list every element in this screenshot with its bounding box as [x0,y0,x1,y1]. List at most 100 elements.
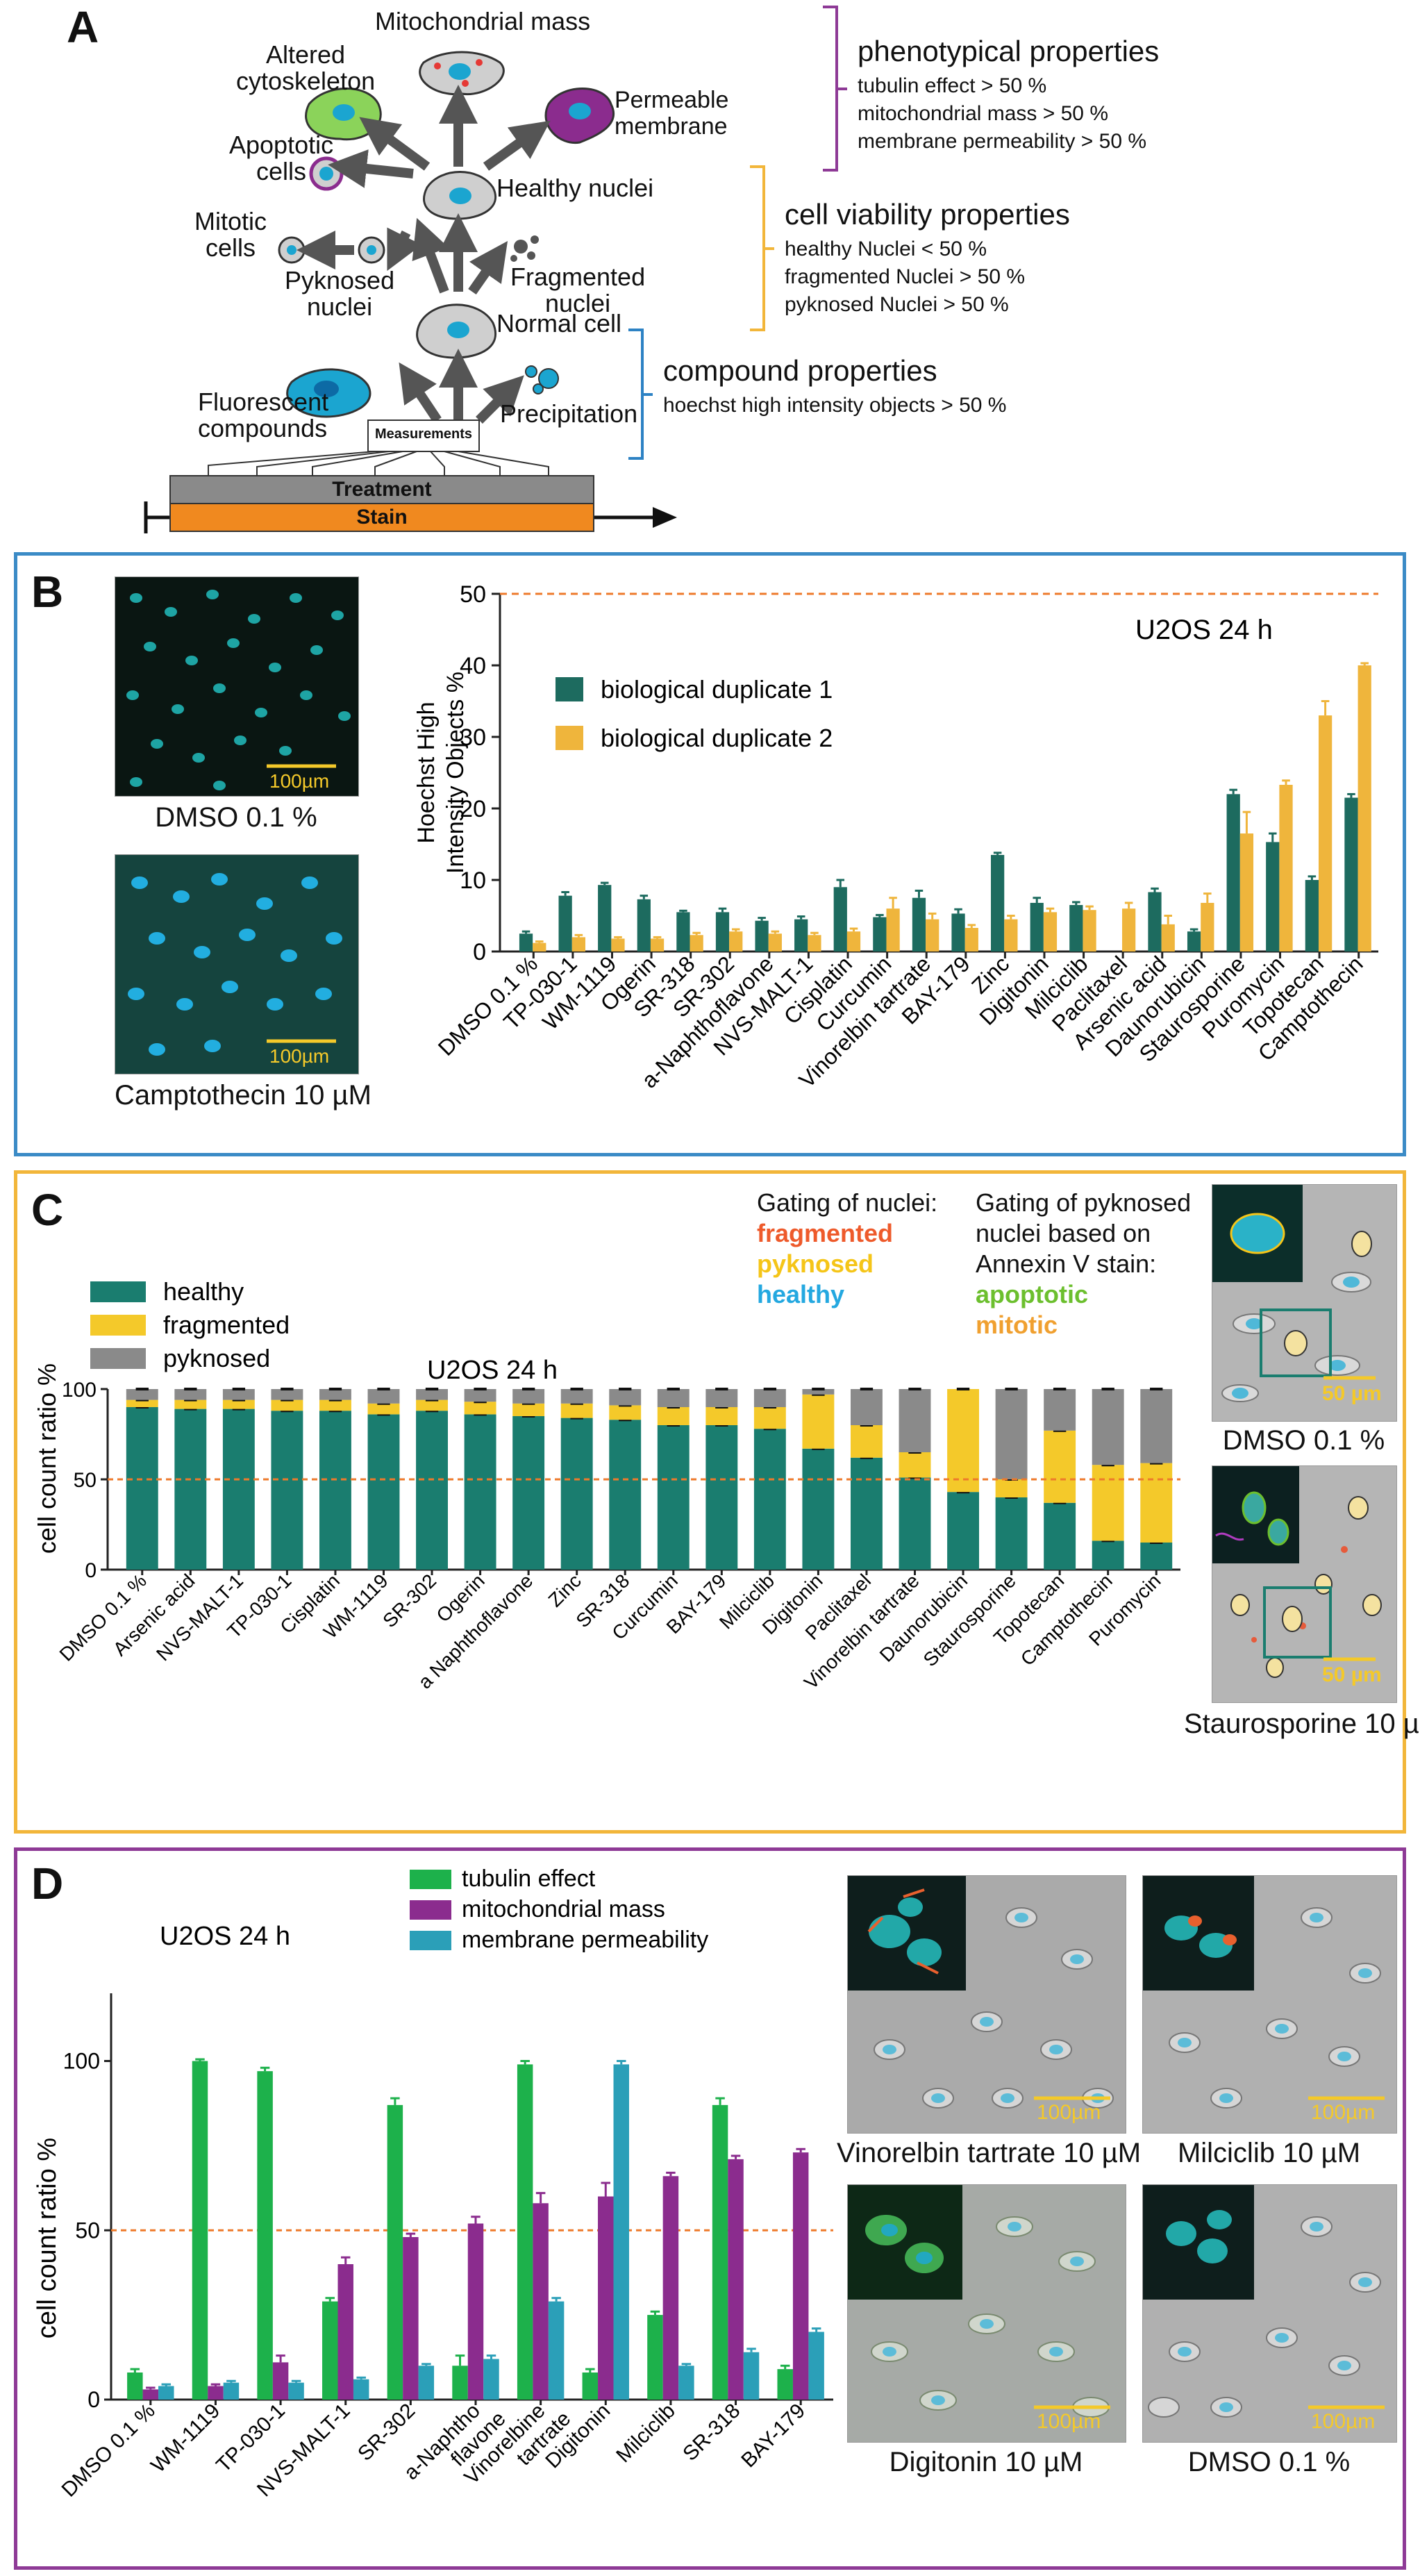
x-tick-label: Zinc [544,1570,585,1611]
cell-healthy-nuclei [423,171,497,220]
bar-segment [367,1389,400,1404]
group-title: phenotypical properties [858,35,1160,67]
legend-label: membrane permeability [462,1927,708,1953]
x-tick-label-line: Milciclib [612,2400,680,2468]
bar-segment [271,1399,303,1411]
bar [647,2315,663,2400]
bar [991,854,1005,952]
bar-segment [1092,1465,1124,1541]
bar-segment [705,1407,738,1425]
bar-segment [174,1409,207,1570]
bar [452,2366,468,2400]
bar-segment [609,1389,642,1406]
panel-letter-d: D [31,1859,64,1909]
cell-permeable-membrane [544,88,615,144]
micro-cells [1212,1466,1382,1678]
bar-segment [705,1425,738,1570]
bar-segment [753,1389,786,1407]
bar [755,920,769,952]
legend-label: pyknosed [163,1344,270,1372]
bar [1279,785,1293,952]
y-tick-label: 20 [460,796,486,822]
scale-bar-label: 100µm [1311,2410,1376,2433]
legend-swatch [90,1348,146,1369]
legend-label: healthy [163,1277,244,1306]
micro-cells [848,2185,1110,2418]
bar-segment [899,1389,931,1452]
legend-label: biological duplicate 1 [601,675,833,704]
cell-normal [416,304,497,359]
bar-segment [126,1407,158,1570]
micro-milciclib-d: 100µm [1142,1875,1397,2134]
scale-bar-label: 100µm [269,770,330,792]
panel-d [14,1847,1406,2570]
micro-staurosporine-c: 50 µm [1212,1465,1397,1703]
legend-label: biological duplicate 2 [601,724,833,752]
legend-swatch [410,1870,451,1889]
label-healthy-nuclei: Healthy nuclei [496,174,654,202]
bar-segment [560,1418,593,1570]
legend-swatch [556,677,583,701]
group-phenotypical: phenotypical properties tubulin effect >… [858,35,1160,153]
bar [792,2152,809,2400]
label-normal-cell: Normal cell [496,309,622,338]
y-axis-label-line: Intensity Objects % [442,672,469,874]
bar-segment [174,1399,207,1409]
bracket-compound [628,329,653,460]
bar-segment [705,1389,738,1407]
bar [1201,902,1214,952]
bar [142,2389,159,2400]
bar [223,2382,240,2400]
bar [1004,919,1018,952]
bar-segment [802,1389,835,1395]
legend-label: fragmented [163,1311,290,1339]
bar [403,2237,419,2400]
caption-camptothecin-b: Camptothecin 10 µM [115,1080,371,1111]
bar [1030,902,1044,952]
label-permeable: Permeable membrane [615,87,729,140]
bar-segment [222,1389,255,1400]
bar-segment [609,1405,642,1420]
bar-segment [222,1399,255,1409]
legend-label: mitochondrial mass [462,1896,665,1922]
bar [322,2301,338,2400]
bar [1344,797,1358,952]
bar-segment [753,1407,786,1429]
y-tick-label: 100 [62,1379,97,1402]
bar-segment [416,1399,448,1411]
bar [353,2379,369,2400]
caption-dmso-b: DMSO 0.1 % [155,802,317,833]
label-stain: Stain [356,506,408,529]
panel-letter-c: C [31,1185,64,1235]
label-precipitation: Precipitation [500,399,638,428]
bar-segment [512,1403,545,1416]
label-fluorescent: Fluorescent compounds [198,388,329,442]
bar [598,885,612,952]
y-tick-label: 40 [460,653,486,679]
scale-bar-label: 50 µm [1322,1382,1382,1405]
bar-segment [126,1389,158,1400]
chart-b: 0 10 20 30 40 50 Hoechst High Intensity Objects… [413,581,1378,1093]
bracket-phenotypical [823,6,847,172]
bar [1305,880,1319,952]
bar [533,2203,549,2400]
x-tick-label: SR-302 [353,2400,419,2466]
micro-digitonin-d: 100µm [847,2184,1126,2443]
micro-cells [1143,2185,1385,2418]
group-compound: compound properties hoechst high intensi… [663,354,1007,417]
bar-segment [174,1389,207,1400]
bar [808,2332,824,2400]
y-tick-label: 0 [87,2387,100,2412]
cell-mitochondrial-mass [419,51,505,96]
bar [1122,908,1136,952]
label-pyknosed: Pyknosed nuclei [285,266,395,321]
gating-pyknosed: Gating of pyknosed nuclei based on Annex… [976,1188,1192,1339]
label-altered: Altered cytoskeleton [236,40,376,95]
bar [768,933,782,952]
bar [964,928,978,952]
chart-title: U2OS 24 h [160,1922,290,1951]
bar [777,2369,793,2400]
y-tick-label: 50 [460,581,486,608]
scale-bar-label: 100µm [1037,2101,1101,2124]
bar-segment [851,1389,883,1425]
